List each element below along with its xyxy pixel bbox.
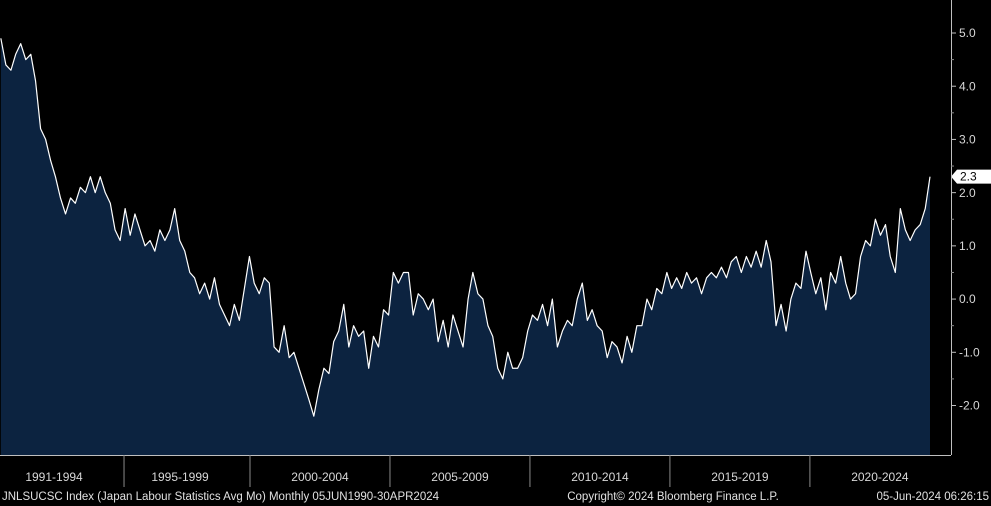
last-value-label: 2.3 xyxy=(960,169,977,183)
last-value-tag xyxy=(951,169,991,184)
y-tick-label: 3.0 xyxy=(959,133,976,147)
y-tick-label: 1.0 xyxy=(959,239,976,253)
x-tick-label: 2015-2019 xyxy=(711,470,769,484)
x-tick-label: 1995-1999 xyxy=(151,470,209,484)
y-tick-label: -2.0 xyxy=(959,399,980,413)
x-tick-label: 1991-1994 xyxy=(25,470,83,484)
x-tick-label: 2020-2024 xyxy=(851,470,909,484)
line xyxy=(0,38,931,417)
footer-center: Copyright© 2024 Bloomberg Finance L.P. xyxy=(567,491,779,503)
footer-left: JNLSUCSC Index (Japan Labour Statistics … xyxy=(2,491,440,503)
y-tick-label: 4.0 xyxy=(959,79,976,93)
area-fill xyxy=(0,38,930,455)
plot-area xyxy=(0,38,931,455)
y-tick-label: 0.0 xyxy=(959,292,976,306)
footer-right: 05-Jun-2024 06:26:15 xyxy=(876,491,989,503)
x-tick-label: 2005-2009 xyxy=(431,470,489,484)
y-tick-label: 2.0 xyxy=(959,186,976,200)
y-tick-label: 5.0 xyxy=(959,26,976,40)
x-tick-label: 2010-2014 xyxy=(571,470,629,484)
y-tick-label: -1.0 xyxy=(959,345,980,359)
x-tick-label: 2000-2004 xyxy=(291,470,349,484)
